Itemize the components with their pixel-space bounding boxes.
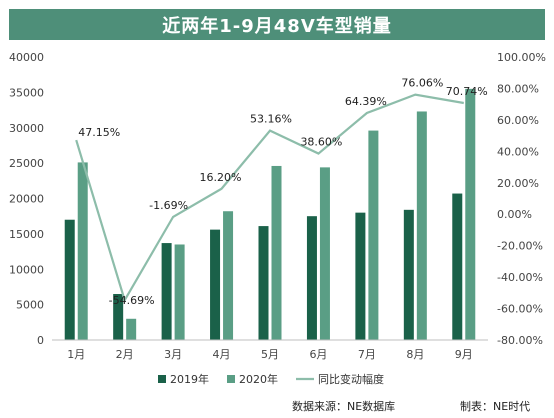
x-axis: 1月 2月 3月 4月 5月 6月 7月 8月 9月 bbox=[52, 339, 488, 361]
bar-2019 bbox=[64, 219, 75, 340]
right-tick-label: -60.00% bbox=[497, 303, 543, 316]
left-tick-label: 10000 bbox=[9, 263, 44, 276]
right-tick-label: 60.00% bbox=[497, 114, 539, 127]
yoy-data-label: 16.20% bbox=[200, 171, 242, 184]
x-tick-label: 9月 bbox=[455, 348, 473, 361]
left-tick-label: 25000 bbox=[9, 157, 44, 170]
source-note: 数据来源：NE数据库 bbox=[292, 400, 396, 413]
x-tick-label: 2月 bbox=[116, 348, 134, 361]
bar-2020 bbox=[368, 130, 379, 340]
maker-note: 制表：NE时代 bbox=[460, 400, 531, 413]
legend-label-line: 同比变动幅度 bbox=[318, 372, 384, 386]
right-tick-label: 80.00% bbox=[497, 82, 539, 95]
legend-swatch-2020 bbox=[227, 375, 235, 383]
bar-2019 bbox=[452, 193, 463, 340]
x-tick-label: 5月 bbox=[261, 348, 279, 361]
bar-2020 bbox=[465, 88, 476, 341]
right-tick-label: 0.00% bbox=[497, 208, 532, 221]
yoy-line bbox=[75, 93, 464, 303]
bar-2019 bbox=[210, 229, 221, 340]
left-tick-label: 20000 bbox=[9, 193, 44, 206]
left-tick-label: 40000 bbox=[9, 51, 44, 64]
right-axis: -80.00% -60.00% -40.00% -20.00% 0.00% 20.00% 4… bbox=[497, 51, 546, 347]
x-tick-label: 3月 bbox=[164, 348, 182, 361]
right-tick-label: 40.00% bbox=[497, 145, 539, 158]
right-tick-label: 100.00% bbox=[497, 51, 546, 64]
x-tick-label: 8月 bbox=[406, 348, 424, 361]
bar-2019 bbox=[258, 226, 269, 340]
right-tick-label: -80.00% bbox=[497, 334, 543, 347]
right-tick-label: -20.00% bbox=[497, 240, 543, 253]
left-tick-label: 30000 bbox=[9, 122, 44, 135]
left-tick-label: 0 bbox=[37, 334, 44, 347]
legend: 2019年 2020年 同比变动幅度 bbox=[158, 372, 384, 386]
line-group: 47.15% -54.69% -1.69% 16.20% 53.16% 38.60% 64.… bbox=[75, 77, 488, 307]
bar-2020 bbox=[223, 211, 234, 340]
legend-label-2019: 2019年 bbox=[170, 372, 209, 386]
right-tick-label: -40.00% bbox=[497, 271, 543, 284]
left-tick-label: 35000 bbox=[9, 86, 44, 99]
yoy-data-label: -54.69% bbox=[109, 294, 155, 307]
bar-2019 bbox=[161, 243, 172, 340]
x-tick-label: 6月 bbox=[309, 348, 327, 361]
bar-2019 bbox=[355, 212, 366, 340]
bar-2020 bbox=[174, 244, 185, 340]
bar-2020 bbox=[319, 167, 330, 340]
bar-2019 bbox=[403, 209, 414, 340]
bar-2019 bbox=[113, 294, 124, 340]
legend-label-2020: 2020年 bbox=[239, 372, 278, 386]
yoy-data-label: 64.39% bbox=[345, 95, 387, 108]
left-tick-label: 15000 bbox=[9, 228, 44, 241]
legend-swatch-2019 bbox=[158, 375, 166, 383]
x-tick-label: 7月 bbox=[358, 348, 376, 361]
yoy-data-label: 53.16% bbox=[250, 113, 292, 126]
left-tick-label: 5000 bbox=[16, 299, 44, 312]
x-tick-label: 4月 bbox=[213, 348, 231, 361]
right-tick-label: 20.00% bbox=[497, 177, 539, 190]
x-tick-label: 1月 bbox=[67, 348, 85, 361]
chart-title: 近两年1-9月48V车型销量 bbox=[9, 9, 545, 40]
bar-2020 bbox=[416, 111, 427, 340]
bar-2019 bbox=[306, 216, 317, 340]
bar-2020 bbox=[271, 165, 282, 340]
yoy-data-label: 47.15% bbox=[78, 126, 120, 139]
yoy-data-label: -1.69% bbox=[149, 199, 188, 212]
bars-group bbox=[64, 88, 476, 341]
left-axis: 0 5000 10000 15000 20000 25000 30000 35000 40000 bbox=[9, 51, 44, 347]
bar-2020 bbox=[126, 318, 137, 340]
yoy-data-label: 70.74% bbox=[446, 85, 488, 98]
yoy-data-label: 38.60% bbox=[300, 136, 342, 149]
bar-2020 bbox=[77, 162, 88, 340]
yoy-data-label: 76.06% bbox=[401, 77, 443, 90]
